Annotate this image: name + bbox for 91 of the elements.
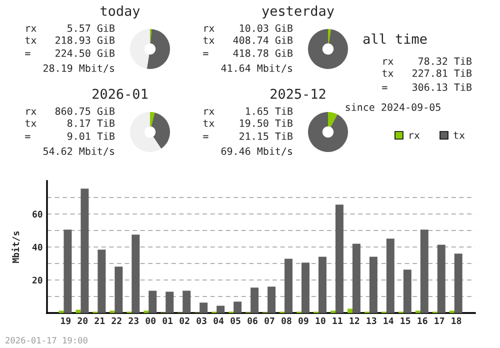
x-tick-label: 04 bbox=[214, 317, 224, 324]
text: 54.62 Mbit/s bbox=[43, 147, 114, 156]
x-tick-label: 00 bbox=[146, 317, 156, 324]
chart-title: yesterday bbox=[262, 6, 334, 19]
bar bbox=[284, 258, 293, 313]
text: rx 1.65 TiB bbox=[204, 107, 293, 115]
x-tick-label: 09 bbox=[298, 317, 308, 324]
text: all time bbox=[363, 33, 427, 44]
y-tick-label: 60 bbox=[32, 210, 42, 218]
bar bbox=[182, 290, 191, 313]
x-tick-label: 01 bbox=[162, 317, 173, 324]
text: tx 408.74 GiB bbox=[203, 36, 293, 44]
text: rx 10.03 GiB bbox=[204, 24, 293, 32]
legend-label: tx bbox=[454, 132, 465, 139]
text: tx 218.93 GiB bbox=[25, 36, 115, 44]
text: tx 19.50 TiB bbox=[203, 119, 293, 127]
bar bbox=[98, 250, 106, 313]
text: since 2024-09-05 bbox=[346, 103, 440, 111]
text: = 224.50 GiB bbox=[25, 49, 115, 57]
bar bbox=[454, 254, 462, 313]
x-tick-label: 10 bbox=[316, 317, 326, 324]
donut-slice bbox=[308, 112, 348, 152]
donut-slice bbox=[130, 29, 150, 69]
bar bbox=[318, 256, 326, 313]
donut-slice bbox=[130, 112, 162, 152]
bar bbox=[420, 230, 428, 313]
x-tick-label: 20 bbox=[78, 317, 88, 324]
bar bbox=[250, 288, 259, 313]
bar bbox=[348, 308, 352, 313]
x-tick-label: 05 bbox=[230, 317, 240, 324]
text: = 9.01 TiB bbox=[25, 132, 115, 140]
x-tick-label: 14 bbox=[384, 317, 394, 324]
donut-slice bbox=[308, 29, 348, 69]
x-tick-label: 22 bbox=[112, 317, 122, 324]
bar bbox=[386, 238, 394, 313]
bar bbox=[302, 262, 310, 313]
x-tick-label: 18 bbox=[452, 317, 462, 324]
bar bbox=[132, 234, 140, 313]
x-tick-label: 06 bbox=[248, 317, 258, 324]
bar bbox=[166, 292, 174, 313]
text: 28.19 Mbit/s bbox=[44, 64, 114, 73]
bar bbox=[216, 306, 225, 313]
bar bbox=[64, 230, 72, 313]
x-tick-label: 16 bbox=[418, 317, 428, 324]
bar bbox=[335, 204, 344, 313]
bar bbox=[234, 302, 242, 313]
bar bbox=[403, 270, 412, 313]
y-axis-title: Mbit/s bbox=[12, 231, 20, 263]
text: = 306.13 TiB bbox=[382, 83, 472, 91]
bar bbox=[437, 244, 446, 313]
donut-slice bbox=[146, 29, 170, 69]
x-tick-label: 23 bbox=[128, 317, 138, 324]
text: = 21.15 TiB bbox=[203, 132, 293, 140]
text: rx 78.32 TiB bbox=[383, 57, 472, 65]
x-tick-label: 13 bbox=[366, 317, 376, 324]
bar bbox=[148, 290, 157, 313]
bar bbox=[80, 188, 89, 313]
text: rx 860.75 GiB bbox=[26, 107, 115, 115]
x-tick-label: 07 bbox=[264, 317, 274, 324]
x-tick-label: 08 bbox=[282, 317, 292, 324]
bar bbox=[76, 310, 81, 313]
x-tick-label: 11 bbox=[332, 317, 342, 324]
chart-title: today bbox=[100, 6, 140, 19]
y-tick-label: 20 bbox=[32, 276, 42, 284]
x-tick-label: 02 bbox=[180, 317, 190, 324]
donut-slice bbox=[328, 112, 338, 128]
text: 69.46 Mbit/s bbox=[221, 147, 292, 156]
text: tx 227.81 TiB bbox=[382, 69, 472, 77]
legend-label: rx bbox=[410, 133, 420, 139]
text: rx 5.57 GiB bbox=[26, 24, 115, 32]
donut-slice bbox=[151, 112, 170, 149]
donut-slice bbox=[150, 112, 155, 127]
text: = 418.78 GiB bbox=[203, 49, 293, 57]
bar bbox=[268, 286, 276, 313]
x-tick-label: 19 bbox=[61, 317, 71, 324]
chart-title: 2026-01 bbox=[92, 88, 148, 99]
text: 41.64 Mbit/s bbox=[221, 64, 292, 73]
text: tx 8.17 TiB bbox=[25, 119, 115, 127]
chart-title: 2025-12 bbox=[270, 88, 326, 99]
bar bbox=[114, 266, 123, 313]
donut-slice bbox=[328, 29, 332, 44]
y-tick-label: 40 bbox=[32, 244, 42, 251]
x-tick-label: 21 bbox=[94, 317, 105, 324]
text: 2026-01-17 19:00 bbox=[6, 337, 88, 344]
bar bbox=[200, 302, 208, 313]
x-tick-label: 03 bbox=[196, 317, 206, 324]
x-tick-label: 15 bbox=[400, 317, 410, 324]
x-tick-label: 17 bbox=[434, 317, 444, 324]
bar bbox=[369, 256, 378, 313]
x-tick-label: 12 bbox=[350, 317, 360, 324]
bar bbox=[352, 244, 360, 313]
